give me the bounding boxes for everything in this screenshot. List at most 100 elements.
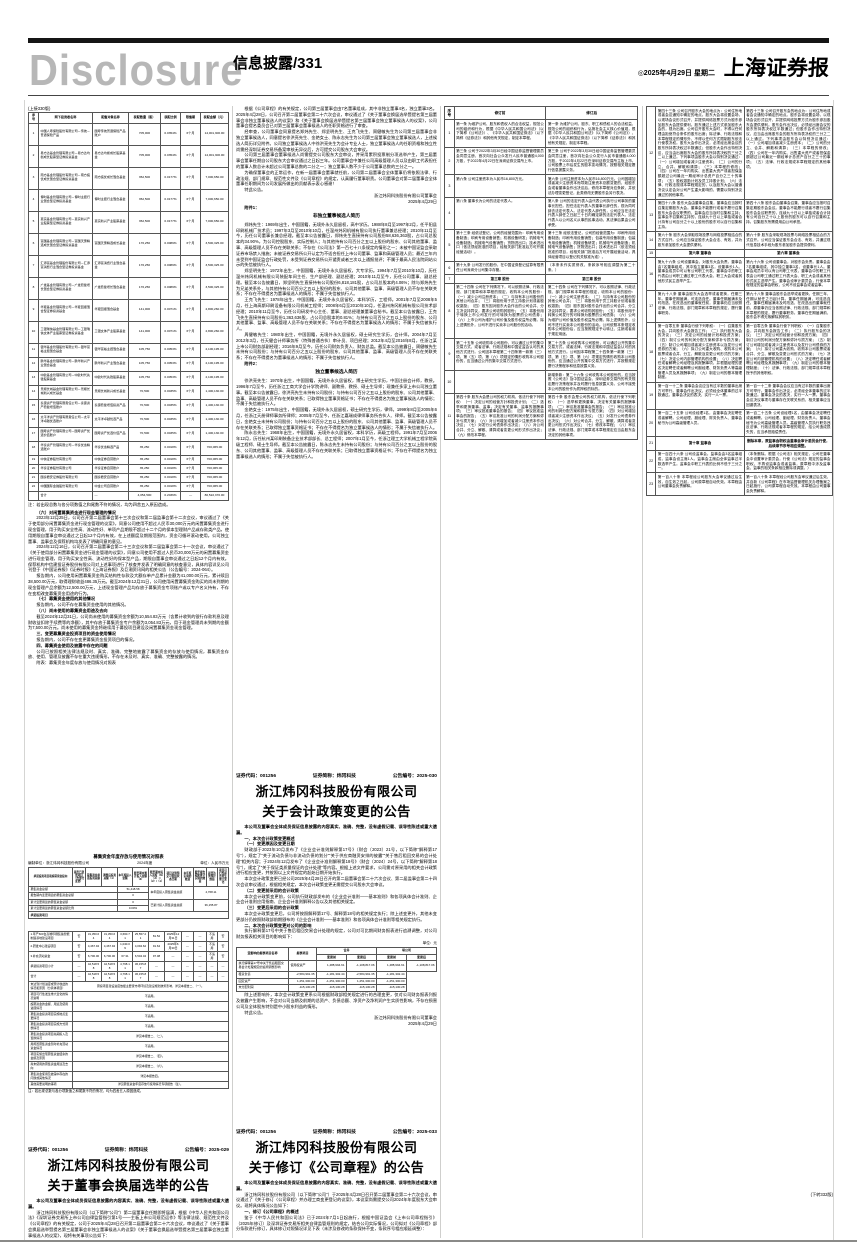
company-name: 浙江炜冈科技股份有限公司 bbox=[47, 1158, 210, 1173]
header-right: ◎2025年4月29日 星期二 上海证券报 bbox=[637, 52, 830, 82]
fund-table-meta: 编制单位：浙江炜冈科技股份有限公司 2024年度 单位：人民币万元 bbox=[28, 861, 229, 866]
report-year: 2024年度 bbox=[137, 861, 153, 865]
sub-header: 变更后 bbox=[406, 953, 437, 962]
fund-label-rows: 未达到计划进度或预计收益的情况和原因（分具体项目） 募投项目建设进度放缓主要受市… bbox=[28, 981, 229, 1089]
continued-from-marker: (上接330版) bbox=[28, 106, 51, 111]
table-row: 14 第六十条 股东大会采取现场投票与网络投票相结合的方式召开。公司应当保证股东… bbox=[646, 230, 833, 250]
fund-col-header: 本年度实现的效益 bbox=[181, 867, 194, 887]
paragraph: 本次会计政策变更后，公司将按照解释第17号、解释第18号的相关规定执行；除上述变… bbox=[236, 910, 437, 922]
col-header: 报表项目 bbox=[288, 946, 317, 962]
prepared-by: 编制单位：浙江炜冈科技股份有限公司 bbox=[28, 861, 90, 865]
table-row: 合计 — 4,054,500 0.2036% — 80,522,370.00 bbox=[28, 490, 229, 501]
securities-codes-line: 证券代码：001256 证券简称：炜冈科技 公告编号：2025-030 bbox=[236, 772, 437, 779]
table-row: 尚未使用的募集资金用途及去向 详见本报告二、（六）。 bbox=[28, 1061, 229, 1073]
header-rule bbox=[28, 95, 829, 96]
charter-comparison-table: 序号 修订前 修订后 1 第一条 为维护公司、股东和债权人的合法权益，规范公司的组织… bbox=[444, 106, 638, 440]
band-row: 承诺投资项目 bbox=[28, 911, 229, 920]
announcement2-body: 一、本次会计政策变更概述 （一）变更原因及变更日期 财政部于2023年10月发布了《… bbox=[236, 836, 437, 940]
paragraph: 2024年12月16日，公司召开第二届董事会第二十三次会议和第二届监事会第二十一… bbox=[28, 544, 229, 573]
table-row: 20 第一百二十五条 公司设经理1名，由董事会决定聘任或者解聘。公司经理、副经理… bbox=[646, 408, 833, 438]
allocation-table-body: 1 中国人寿保险股份有限公司－传统－普通保险产品 国寿传统普通保险产品账户 70… bbox=[28, 122, 229, 501]
announcement-no: 公告编号：2025-030 bbox=[392, 774, 437, 779]
paragraph: 附件1： bbox=[244, 204, 260, 210]
table-row: 16 第九十六条 公司设董事会，对股东大会负责。董事会由7名董事组成，其中独立董… bbox=[646, 257, 833, 291]
paragraph: 非独立董事候选人简历 bbox=[313, 212, 360, 218]
paragraph: 2025年4月29日 bbox=[408, 1021, 437, 1027]
accounting-impact-table: 受影响的报表项目名称 报表项目 合并 母公司 变更前 变更后 变更前 变更后 执… bbox=[236, 946, 437, 993]
table-row: 3.补充流动资金否 6,700.00 6,700.00 67.31 6,504.04… bbox=[28, 951, 229, 963]
page-frame-bottom bbox=[0, 1240, 857, 1242]
fund-data-rows: 1.年产600台高端印刷装备智能制造基地建设项目否 31,350.64 31,35… bbox=[28, 931, 229, 983]
fund-table-title: 募集资金年度存放与使用情况对照表 bbox=[93, 854, 164, 859]
announcement-title: 关于会计政策变更的公告 bbox=[262, 803, 411, 819]
announcement1-headline: 浙江炜冈科技股份有限公司 关于董事会换届选举的公告 bbox=[28, 1156, 229, 1195]
paragraph: （二）变更前采用的会计政策 bbox=[244, 887, 299, 893]
paragraph: 经审查，公司董事会同意提名郑炜先生、郑坚明先生、王克飞先生、周健敏先生为公司第三… bbox=[236, 129, 437, 152]
sub-header: 变更前 bbox=[316, 953, 347, 962]
announcement-no: 公告编号：2025-033 bbox=[392, 1130, 437, 1135]
sub-header: 变更后 bbox=[346, 953, 377, 962]
paragraph: 2025年4月29日 bbox=[408, 198, 437, 204]
allocation-col-header: 获配比例 bbox=[160, 112, 181, 124]
table-row: 9 华夏基金管理有限公司－华夏回报混合型证券投资基金 华夏回报混合基金 141,… bbox=[28, 298, 229, 322]
paragraph: 郑炜先生：1969年出生，中国国籍，无境外永久居留权，高中学历。1988年8月至… bbox=[236, 221, 437, 268]
table-row: 18 第一百零五条 董事会行使下列职权：（一）召集股东大会，并向股东大会报告工作… bbox=[646, 321, 833, 383]
paragraph: 截至2024年12月31日，公司尚未使用的募集资金余额为10,554.83万元（… bbox=[28, 613, 229, 631]
table-row: 合计 — 42,518.58 42,518.58 4,768.11 36,155.87… bbox=[28, 971, 229, 983]
table-row: 项目可行性发生重大变化的情况说明 不适用。 bbox=[28, 991, 229, 1003]
fund-col-header: 承诺投资项目和超募资金投向 bbox=[28, 867, 73, 887]
table-row: 21 国泰君安证券股份有限公司 国泰君安自营账户 35,250 0.0018% … bbox=[28, 472, 229, 483]
paragraph: 附表：募集资金年度存放与使用情况对照表 bbox=[36, 660, 116, 666]
table-row: 9 第二十五条 公司收购本公司股份，可以通过公开的集中交易方式，或者法律、行政法… bbox=[444, 338, 638, 372]
column-4: 12 第四十三条 公司召开股东大会的地点为：公司住所地或者会议通知中确定的地点。… bbox=[646, 106, 833, 1240]
table-row: 22 第一百四十六条 公司设监事会。监事会由3名监事组成，监事会设主席1人。监事… bbox=[646, 449, 833, 474]
table-row: 其他需要说明的事项 详见募集资金年度存放与使用情况专项报告（注）。 bbox=[28, 1080, 229, 1089]
table-row: 7 第三章 股份 第三章 股份 bbox=[444, 274, 638, 284]
fund-usage-table: 募集资金总额 51,418.58 本年度投入募集资金总额 4,768.11 报告… bbox=[28, 867, 229, 1089]
table-row: 19 第一百一十二条 董事会会议应当有过半数的董事出席方可举行。董事会作出决议，… bbox=[646, 381, 833, 410]
fund-col-header: 截至期末累计投入金额（2） bbox=[132, 867, 149, 887]
paragraph: 一、修订《公司章程》的概述 bbox=[244, 1208, 299, 1214]
col1-top-block: (上接330版) 序号 网下投资者名称 配售对象名称 获配数量（股） 获配比例 限售期 获配… bbox=[28, 106, 229, 846]
table-row: 19 中信证券股份有限公司 中信证券自营账户 35,250 0.0018% 6个… bbox=[28, 454, 229, 465]
dateline: ◎2025年4月29日 星期二 bbox=[637, 70, 715, 77]
paragraph: 根据《公司章程》的有关规定，公司第三届董事会由7名董事组成，其中非独立董事4名，… bbox=[236, 106, 437, 129]
company-name: 浙江炜冈科技股份有限公司 bbox=[255, 1140, 418, 1155]
paragraph: 周健敏先生：1980年出生，中国国籍，无境外永久居留权，硕士研究生学历，会计师。… bbox=[236, 331, 437, 361]
charter-col-header: 序号 bbox=[444, 106, 455, 121]
column-separator-1 bbox=[232, 106, 233, 1238]
security-code: 证券代码：001256 bbox=[236, 1130, 276, 1135]
paragraph: 徐洪亮先生：1970年出生，中国国籍，无境外永久居留权，博士研究生学历，中国注册… bbox=[236, 378, 437, 407]
paragraph: 为确保董事会的正常运作，在新一届董事会董事就任前，公司第二届董事会全体董事仍将依… bbox=[236, 169, 437, 187]
announcement2-closing: 除上述影响外，本次会计政策变更系公司根据财政部相关规定进行的合理变更，仅对公司财… bbox=[236, 992, 437, 1027]
unit-label: 单位：元 bbox=[422, 940, 437, 945]
paragraph: （一）变更原因及变更日期 bbox=[244, 841, 295, 847]
table-row: 2.研发中心建设项目否 4,467.94 4,467.94 1,040.09 4,0… bbox=[28, 941, 229, 953]
impact-description: 执行解释第17号中关于售后租回交易会计处理规定的追溯调整影响 bbox=[236, 960, 289, 972]
table-row: 固定资产 1,251,300.00 -1,251,300.00 1,251,30… bbox=[236, 977, 437, 986]
company-name: 浙江炜冈科技股份有限公司 bbox=[255, 784, 418, 799]
paragraph: 报告期内，公司不存在变更募集资金投资项目的情况。 bbox=[36, 637, 137, 643]
table-row: 12 鹏华基金管理有限公司－鹏华新兴产业混合基金 鹏华新兴产业混合基金 105,… bbox=[28, 356, 229, 372]
charter-table-header: 序号 修订前 修订后 bbox=[444, 106, 638, 121]
securities-codes-line: 证券代码：001256 证券简称：炜冈科技 公告编号：2025-033 bbox=[236, 1128, 437, 1135]
table-row: 8 广发基金管理有限公司－广发稳健增长混合型证券投资基金 广发稳健增长混合基金 … bbox=[28, 276, 229, 300]
table-note: 注：若出现总数与各分项数值之和尾数不符的情况，均为四舍五入原因造成。 bbox=[28, 501, 171, 507]
security-abbr: 证券简称：炜冈科技 bbox=[312, 774, 356, 779]
announcement-title: 关于修订《公司章程》的公告 bbox=[248, 1159, 425, 1175]
announcement2-block: 证券代码：001256 证券简称：炜冈科技 公告编号：2025-030 浙江炜冈… bbox=[236, 770, 437, 1124]
fund-col-header: 项目达到预定可使用状态日期 bbox=[164, 867, 182, 887]
table-row: 募集资金投资项目实施方式调整情况 不适用。 bbox=[28, 1021, 229, 1033]
disclosure-statement: 本公司及董事会全体成员保证信息披露的内容真实、准确、完整，没有虚假记载、误导性陈… bbox=[236, 1180, 437, 1191]
allocation-table-header: 序号 网下投资者名称 配售对象名称 获配数量（股） 获配比例 限售期 获配金额（元） bbox=[28, 112, 229, 124]
table-row: 3 南方基金管理股份有限公司－南方绩优成长混合型证券投资基金 南方绩优成长混合基… bbox=[28, 166, 229, 190]
paragraph: 报告期内，公司使用闲置募集资金购买结构性存款及大额存单产品累计金额为41,000… bbox=[28, 573, 229, 596]
paragraph: 四、募集资金使用及披露中存在的问题 bbox=[36, 642, 108, 648]
charter-table-right-block: 12 第四十三条 公司召开股东大会的地点为：公司住所地或者会议通知中确定的地点。… bbox=[646, 106, 833, 1186]
announcement1-continued: 根据《公司章程》的有关规定，公司第三届董事会由7名董事组成，其中非独立董事4名，… bbox=[236, 106, 437, 459]
fund-col-header: 本年度投入金额 bbox=[117, 867, 133, 887]
paragraph: 附件2： bbox=[244, 360, 260, 366]
charter-rows-right: 12 第四十三条 公司召开股东大会的地点为：公司住所地或者会议通知中确定的地点。… bbox=[646, 106, 833, 497]
table-row: 1.年产600台高端印刷装备智能制造基地建设项目否 31,350.64 31,35… bbox=[28, 931, 229, 943]
